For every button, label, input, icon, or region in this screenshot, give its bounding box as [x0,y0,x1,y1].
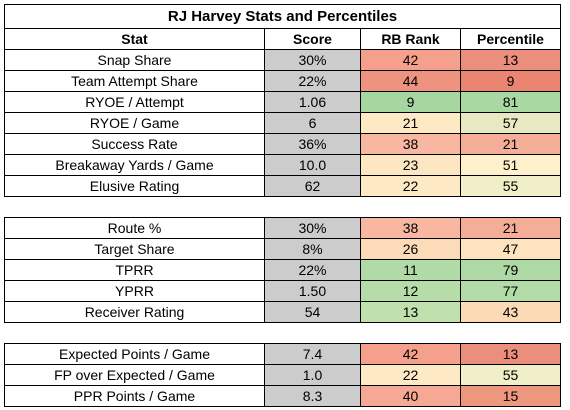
spacer-cell [4,196,561,218]
table-row: YPRR 1.50 12 77 [4,280,561,302]
percentile-cell[interactable]: 15 [460,385,561,407]
rb-rank-cell[interactable]: 42 [360,49,461,71]
score-cell[interactable]: 22% [264,70,361,92]
table-row: Target Share 8% 26 47 [4,238,561,260]
percentile-cell[interactable]: 21 [460,217,561,239]
rb-rank-cell[interactable]: 22 [360,364,461,386]
table-row: PPR Points / Game 8.3 40 15 [4,385,561,407]
table-row: Breakaway Yards / Game 10.0 23 51 [4,154,561,176]
score-cell[interactable]: 8.3 [264,385,361,407]
stat-cell[interactable]: Route % [4,217,265,239]
rb-rank-cell[interactable]: 9 [360,91,461,113]
table-row: TPRR 22% 11 79 [4,259,561,281]
percentile-cell[interactable]: 13 [460,343,561,365]
stat-cell[interactable]: RYOE / Game [4,112,265,134]
stat-cell[interactable]: Success Rate [4,133,265,155]
rb-rank-cell[interactable]: 21 [360,112,461,134]
percentile-cell[interactable]: 9 [460,70,561,92]
percentile-cell[interactable]: 13 [460,49,561,71]
table-row: Route % 30% 38 21 [4,217,561,239]
stat-cell[interactable]: Snap Share [4,49,265,71]
percentile-cell[interactable]: 57 [460,112,561,134]
stat-cell[interactable]: YPRR [4,280,265,302]
rb-rank-cell[interactable]: 38 [360,133,461,155]
rb-rank-cell[interactable]: 42 [360,343,461,365]
percentile-cell[interactable]: 79 [460,259,561,281]
score-cell[interactable]: 30% [264,217,361,239]
stat-cell[interactable]: TPRR [4,259,265,281]
table-title[interactable]: RJ Harvey Stats and Percentiles [4,4,561,29]
header-rb-rank[interactable]: RB Rank [360,28,461,50]
percentile-cell[interactable]: 47 [460,238,561,260]
spacer-row [4,196,561,218]
score-cell[interactable]: 1.50 [264,280,361,302]
percentile-cell[interactable]: 77 [460,280,561,302]
score-cell[interactable]: 30% [264,49,361,71]
score-cell[interactable]: 22% [264,259,361,281]
percentile-cell[interactable]: 51 [460,154,561,176]
rb-rank-cell[interactable]: 38 [360,217,461,239]
header-percentile[interactable]: Percentile [460,28,561,50]
table-row: Team Attempt Share 22% 44 9 [4,70,561,92]
percentile-cell[interactable]: 81 [460,91,561,113]
table-row: Elusive Rating 62 22 55 [4,175,561,197]
stat-cell[interactable]: PPR Points / Game [4,385,265,407]
table-row: Snap Share 30% 42 13 [4,49,561,71]
table-row: Expected Points / Game 7.4 42 13 [4,343,561,365]
rb-rank-cell[interactable]: 40 [360,385,461,407]
stat-cell[interactable]: Elusive Rating [4,175,265,197]
stat-cell[interactable]: Team Attempt Share [4,70,265,92]
stat-cell[interactable]: Target Share [4,238,265,260]
table-row: Receiver Rating 54 13 43 [4,301,561,323]
stats-table: RJ Harvey Stats and Percentiles Stat Sco… [4,4,561,407]
stat-cell[interactable]: Expected Points / Game [4,343,265,365]
header-score[interactable]: Score [264,28,361,50]
score-cell[interactable]: 6 [264,112,361,134]
percentile-cell[interactable]: 21 [460,133,561,155]
score-cell[interactable]: 54 [264,301,361,323]
spacer-cell [4,322,561,344]
rb-rank-cell[interactable]: 11 [360,259,461,281]
table-row: Success Rate 36% 38 21 [4,133,561,155]
score-cell[interactable]: 36% [264,133,361,155]
score-cell[interactable]: 8% [264,238,361,260]
header-stat[interactable]: Stat [4,28,265,50]
stat-cell[interactable]: FP over Expected / Game [4,364,265,386]
score-cell[interactable]: 1.0 [264,364,361,386]
table-row: RYOE / Game 6 21 57 [4,112,561,134]
percentile-cell[interactable]: 55 [460,175,561,197]
header-row: Stat Score RB Rank Percentile [4,28,561,50]
table-row: FP over Expected / Game 1.0 22 55 [4,364,561,386]
rb-rank-cell[interactable]: 44 [360,70,461,92]
score-cell[interactable]: 10.0 [264,154,361,176]
stat-cell[interactable]: RYOE / Attempt [4,91,265,113]
score-cell[interactable]: 1.06 [264,91,361,113]
rb-rank-cell[interactable]: 26 [360,238,461,260]
percentile-cell[interactable]: 43 [460,301,561,323]
spacer-row [4,322,561,344]
rb-rank-cell[interactable]: 23 [360,154,461,176]
stat-cell[interactable]: Receiver Rating [4,301,265,323]
title-row: RJ Harvey Stats and Percentiles [4,4,561,29]
percentile-cell[interactable]: 55 [460,364,561,386]
rb-rank-cell[interactable]: 12 [360,280,461,302]
stats-sheet: RJ Harvey Stats and Percentiles Stat Sco… [4,4,561,407]
table-row: RYOE / Attempt 1.06 9 81 [4,91,561,113]
score-cell[interactable]: 62 [264,175,361,197]
rb-rank-cell[interactable]: 13 [360,301,461,323]
rb-rank-cell[interactable]: 22 [360,175,461,197]
score-cell[interactable]: 7.4 [264,343,361,365]
stat-cell[interactable]: Breakaway Yards / Game [4,154,265,176]
